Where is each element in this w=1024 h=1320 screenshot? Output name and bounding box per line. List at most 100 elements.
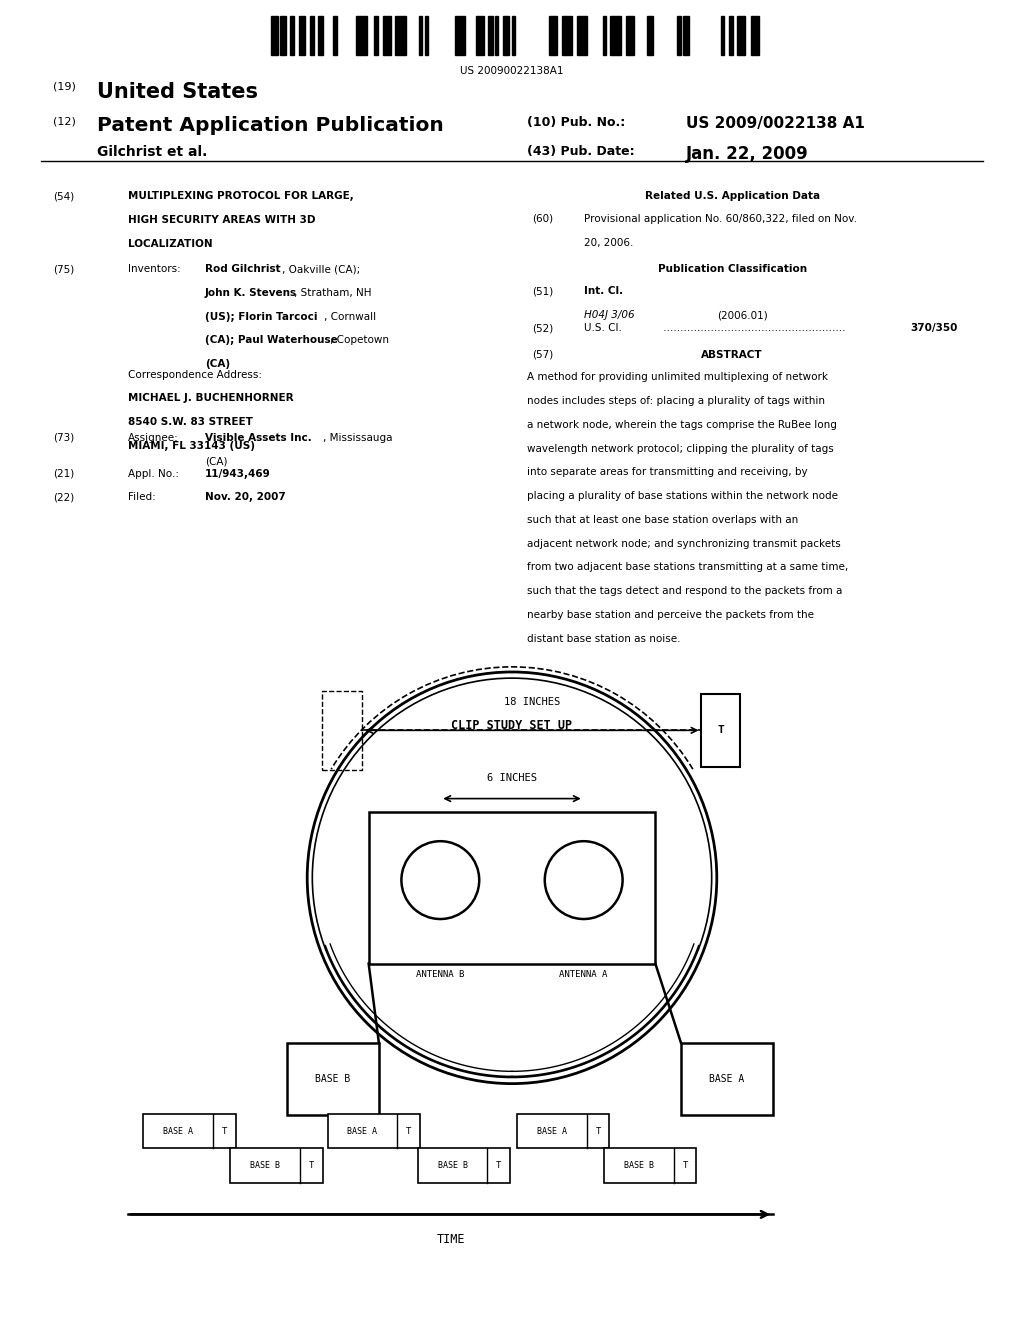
Text: Gilchrist et al.: Gilchrist et al.: [97, 145, 208, 160]
Text: (22): (22): [53, 492, 75, 503]
Text: 18 INCHES: 18 INCHES: [504, 697, 560, 706]
Bar: [626, 16, 634, 55]
Text: into separate areas for transmitting and receiving, by: into separate areas for transmitting and…: [527, 467, 808, 478]
Bar: [488, 16, 493, 55]
Bar: [604, 1148, 696, 1183]
Text: ANTENNA B: ANTENNA B: [416, 970, 465, 979]
Bar: [356, 16, 367, 55]
Text: T: T: [496, 1162, 502, 1170]
Text: BASE B: BASE B: [624, 1162, 654, 1170]
Text: LOCALIZATION: LOCALIZATION: [128, 239, 213, 249]
Text: ......................................................: ........................................…: [660, 323, 846, 334]
Text: Jan. 22, 2009: Jan. 22, 2009: [686, 145, 809, 164]
Text: MICHAEL J. BUCHENHORNER: MICHAEL J. BUCHENHORNER: [128, 393, 294, 404]
Text: US 20090022138A1: US 20090022138A1: [460, 66, 564, 77]
Bar: [374, 16, 378, 55]
Bar: [503, 16, 509, 55]
Text: Inventors:: Inventors:: [128, 264, 181, 275]
Text: (CA); Paul Waterhouse: (CA); Paul Waterhouse: [205, 335, 338, 346]
Bar: [729, 16, 733, 55]
Text: (57): (57): [532, 350, 554, 360]
Bar: [512, 16, 515, 55]
Text: nodes includes steps of: placing a plurality of tags within: nodes includes steps of: placing a plura…: [527, 396, 825, 407]
Text: Assignee:: Assignee:: [128, 433, 179, 444]
Text: 20, 2006.: 20, 2006.: [584, 238, 633, 248]
Text: T: T: [406, 1127, 412, 1135]
Text: BASE B: BASE B: [437, 1162, 468, 1170]
Text: , Oakville (CA);: , Oakville (CA);: [282, 264, 360, 275]
Text: (CA): (CA): [205, 359, 230, 370]
Bar: [299, 16, 305, 55]
Bar: [369, 812, 655, 964]
Text: TIME: TIME: [436, 1233, 465, 1246]
Bar: [701, 694, 740, 767]
Text: T: T: [595, 1127, 601, 1135]
Text: Visible Assets Inc.: Visible Assets Inc.: [205, 433, 311, 444]
Bar: [721, 16, 724, 55]
Ellipse shape: [545, 841, 623, 919]
Text: Filed:: Filed:: [128, 492, 156, 503]
Text: Provisional application No. 60/860,322, filed on Nov.: Provisional application No. 60/860,322, …: [584, 214, 857, 224]
Bar: [495, 16, 498, 55]
Bar: [610, 16, 621, 55]
Text: BASE B: BASE B: [315, 1074, 350, 1084]
Text: (75): (75): [53, 264, 75, 275]
Text: Related U.S. Application Data: Related U.S. Application Data: [644, 191, 820, 202]
Text: 6 INCHES: 6 INCHES: [487, 772, 537, 783]
Bar: [318, 16, 323, 55]
Bar: [562, 16, 572, 55]
Text: Correspondence Address:: Correspondence Address:: [128, 370, 262, 380]
Text: placing a plurality of base stations within the network node: placing a plurality of base stations wit…: [527, 491, 839, 502]
Text: (51): (51): [532, 286, 554, 297]
Text: US 2009/0022138 A1: US 2009/0022138 A1: [686, 116, 865, 131]
Text: (US); Florin Tarcoci: (US); Florin Tarcoci: [205, 312, 317, 322]
Text: T: T: [718, 726, 724, 735]
Text: adjacent network node; and synchronizing transmit packets: adjacent network node; and synchronizing…: [527, 539, 841, 549]
Text: Nov. 20, 2007: Nov. 20, 2007: [205, 492, 286, 503]
Text: T: T: [308, 1162, 314, 1170]
Text: BASE A: BASE A: [537, 1127, 567, 1135]
Text: such that the tags detect and respond to the packets from a: such that the tags detect and respond to…: [527, 586, 843, 597]
Bar: [419, 16, 422, 55]
Text: CLIP STUDY SET UP: CLIP STUDY SET UP: [452, 719, 572, 733]
Text: (21): (21): [53, 469, 75, 479]
Bar: [737, 16, 745, 55]
Bar: [395, 16, 406, 55]
Bar: [383, 16, 391, 55]
Text: United States: United States: [97, 82, 258, 102]
Text: H04J 3/06: H04J 3/06: [584, 310, 634, 321]
Text: (43) Pub. Date:: (43) Pub. Date:: [527, 145, 635, 158]
Bar: [290, 16, 294, 55]
Text: (19): (19): [53, 82, 76, 92]
Text: T: T: [221, 1127, 227, 1135]
Text: Int. Cl.: Int. Cl.: [584, 286, 623, 297]
Bar: [517, 1114, 609, 1148]
Bar: [322, 690, 362, 770]
Bar: [143, 1114, 236, 1148]
Text: ABSTRACT: ABSTRACT: [701, 350, 763, 360]
Bar: [333, 16, 337, 55]
Text: (2006.01): (2006.01): [717, 310, 768, 321]
Text: (CA): (CA): [205, 457, 227, 467]
Text: such that at least one base station overlaps with an: such that at least one base station over…: [527, 515, 799, 525]
Text: distant base station as noise.: distant base station as noise.: [527, 634, 681, 644]
Text: (10) Pub. No.:: (10) Pub. No.:: [527, 116, 626, 129]
Bar: [455, 16, 465, 55]
Text: Patent Application Publication: Patent Application Publication: [97, 116, 444, 135]
Text: U.S. Cl.: U.S. Cl.: [584, 323, 622, 334]
Text: , Copetown: , Copetown: [330, 335, 388, 346]
Text: ANTENNA A: ANTENNA A: [559, 970, 608, 979]
Ellipse shape: [401, 841, 479, 919]
Text: Rod Gilchrist: Rod Gilchrist: [205, 264, 281, 275]
Text: , Cornwall: , Cornwall: [324, 312, 376, 322]
Bar: [549, 16, 557, 55]
Text: wavelength network protocol; clipping the plurality of tags: wavelength network protocol; clipping th…: [527, 444, 835, 454]
Text: John K. Stevens: John K. Stevens: [205, 288, 297, 298]
Text: , Stratham, NH: , Stratham, NH: [294, 288, 372, 298]
Text: a network node, wherein the tags comprise the RuBee long: a network node, wherein the tags compris…: [527, 420, 838, 430]
Text: (12): (12): [53, 116, 76, 127]
Text: 370/350: 370/350: [910, 323, 957, 334]
Bar: [647, 16, 653, 55]
Text: from two adjacent base stations transmitting at a same time,: from two adjacent base stations transmit…: [527, 562, 849, 573]
Bar: [683, 16, 689, 55]
